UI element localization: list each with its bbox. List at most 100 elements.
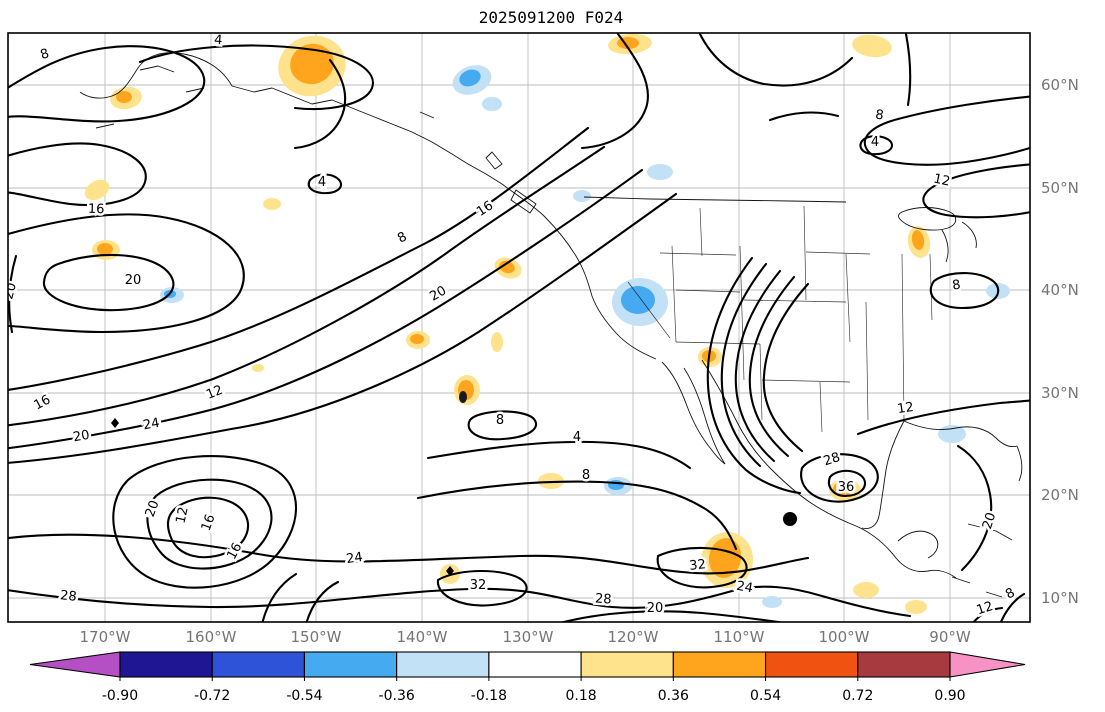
shading-patch (905, 600, 927, 614)
contour-label: 20 (72, 428, 91, 446)
contour-line (720, 262, 768, 468)
shading-patch (538, 473, 564, 489)
coastline (967, 523, 1013, 541)
contour-label: 24 (142, 416, 161, 434)
colorbar-segment (672, 651, 767, 678)
shading-patch (459, 69, 481, 87)
contour-line (698, 33, 854, 87)
state-border-line (659, 252, 737, 256)
coastline (941, 229, 949, 263)
contour-line (416, 480, 738, 551)
shading-patch (621, 286, 655, 314)
contour-line (8, 45, 206, 123)
contour-line (42, 253, 175, 312)
location-marker-dot (783, 512, 797, 526)
coastline (898, 207, 957, 231)
contour-line (8, 213, 245, 334)
contour-line (307, 173, 342, 195)
coastline (501, 183, 657, 360)
shading-patch (499, 260, 515, 274)
shading-patch (252, 364, 264, 372)
shading-patch (938, 425, 966, 443)
contour-lines (8, 33, 1030, 622)
state-border-line (803, 205, 807, 301)
x-tick-label: 120°W (608, 628, 659, 646)
y-tick-label: 50°N (1041, 179, 1079, 197)
contour-label: 32 (470, 578, 487, 593)
shading-patch (833, 482, 853, 496)
x-tick-label: 150°W (291, 628, 342, 646)
coastline (903, 420, 1018, 448)
state-border-line (675, 341, 761, 345)
coastline (683, 367, 726, 465)
map-markers (111, 418, 797, 576)
contour-line (8, 254, 18, 334)
contour-label: 12 (975, 599, 995, 618)
contour-line (112, 455, 298, 589)
x-tick-label: 110°W (714, 628, 765, 646)
colorbar-segment (488, 651, 582, 678)
contour-label: 16 (32, 392, 54, 413)
shading-patch (84, 179, 110, 201)
colorbar-segment (211, 651, 305, 678)
contour-label: 36 (838, 480, 855, 495)
colorbar-tick-label: 0.18 (566, 688, 597, 704)
contour-line (436, 569, 528, 607)
coastline (185, 87, 205, 93)
shading-patch (263, 198, 281, 210)
state-border-line (901, 253, 905, 421)
colorbar-arrow-right (949, 651, 1026, 678)
contour-label: 16 (88, 202, 105, 218)
coastline (485, 151, 503, 170)
colorbar-segment (765, 651, 859, 678)
coastline (961, 221, 977, 249)
contour-line (8, 533, 810, 575)
contour-line (856, 399, 1030, 436)
contour-line (734, 269, 782, 463)
contour-label: 12 (174, 506, 192, 525)
x-tick-label: 90°W (929, 628, 971, 646)
coastline (419, 111, 435, 119)
coastline (231, 85, 503, 185)
contour-line (426, 440, 692, 470)
shading-patch (410, 334, 424, 344)
contour-line (8, 585, 912, 618)
colorbar-tick-label: -0.72 (194, 688, 230, 704)
shading-patch (647, 164, 673, 180)
contour-label: 8 (582, 468, 590, 483)
contour-label: 20 (980, 511, 999, 531)
contour-line (956, 444, 993, 572)
anomaly-shading (84, 33, 1010, 614)
contour-line (8, 192, 678, 464)
shading-patch (482, 97, 502, 111)
coastlines (79, 52, 1023, 598)
y-tick-label: 60°N (1041, 76, 1079, 94)
x-axis-tick-labels: 170°W 160°W 150°W 140°W 130°W 120°W 110°W 100°W… (80, 628, 971, 646)
contour-label: 12 (204, 383, 225, 403)
shading-patch (491, 332, 503, 352)
contour-label: 20 (143, 498, 163, 519)
colorbar-segment (396, 651, 490, 678)
shading-patch (116, 91, 132, 103)
state-border-line (759, 343, 763, 421)
contour-line (166, 496, 250, 559)
contour-label: 28 (594, 591, 612, 607)
coastline (897, 530, 939, 559)
contour-line (768, 111, 840, 122)
contour-label: 12 (932, 172, 951, 190)
colorbar-tick-label: 0.54 (750, 688, 781, 704)
state-border-line (627, 281, 671, 339)
state-borders (627, 205, 933, 433)
contour-label: 28 (822, 450, 842, 469)
colorbar-tick-label: -0.36 (379, 688, 415, 704)
contour-label: 24 (345, 550, 363, 567)
colorbar-arrow-left (29, 651, 121, 678)
contour-label: 28 (59, 588, 77, 605)
colorbar-tick-label: 0.36 (658, 688, 689, 704)
contour-label: 4 (214, 33, 223, 49)
contour-line (305, 580, 340, 622)
contour-line (762, 282, 810, 453)
contour-line (706, 256, 802, 495)
y-tick-label: 30°N (1041, 384, 1079, 402)
